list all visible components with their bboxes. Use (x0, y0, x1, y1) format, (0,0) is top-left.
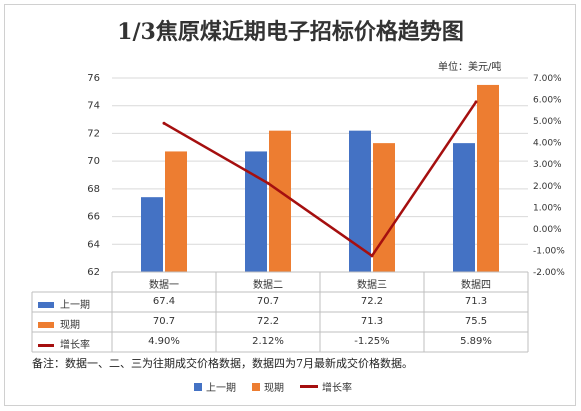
left-tick-label: 74 (87, 101, 100, 112)
unit-label: 单位：美元/吨 (438, 62, 502, 73)
table-series-label-current: 现期 (38, 316, 80, 331)
left-tick-label: 68 (87, 184, 100, 195)
right-tick-label: 0.00% (533, 225, 562, 235)
table-series-name: 增长率 (60, 340, 90, 351)
chart-title: 1/3焦原煤近期电子招标价格趋势图 (117, 19, 464, 45)
legend-label-growth: 增长率 (322, 383, 352, 394)
growth-rate-point (162, 121, 166, 125)
category-label: 数据二 (253, 280, 283, 291)
table-swatch-current (38, 322, 54, 328)
table-cell-previous: 72.2 (360, 296, 384, 307)
bar-current (165, 151, 187, 272)
table-series-label-growth: 增长率 (38, 336, 90, 351)
category-label: 数据一 (149, 280, 179, 291)
left-tick-label: 66 (87, 212, 100, 223)
table-cell-growth: 4.90% (148, 336, 180, 347)
table-cell-previous: 70.7 (256, 296, 280, 307)
right-tick-label: -1.00% (533, 246, 565, 256)
legend-item-previous: 上一期 (194, 379, 236, 394)
growth-rate-line (163, 101, 478, 258)
table-cell-growth: 2.12% (252, 336, 284, 347)
bar-previous (141, 197, 163, 272)
bars (141, 84, 499, 272)
right-tick-label: 6.00% (533, 96, 562, 106)
legend-swatch-growth (300, 385, 318, 388)
legend-swatch-current (252, 382, 260, 391)
table-swatch-previous (38, 302, 54, 308)
data-table-grid (31, 271, 529, 353)
table-series-name: 上一期 (60, 300, 90, 311)
legend-label-previous: 上一期 (206, 383, 236, 394)
right-tick-label: 3.00% (533, 160, 562, 170)
legend: 上一期 现期 增长率 (194, 379, 352, 394)
table-series-label-previous: 上一期 (38, 296, 90, 311)
table-cell-current: 70.7 (152, 316, 176, 327)
legend-item-growth: 增长率 (300, 379, 352, 394)
right-tick-label: -2.00% (533, 268, 565, 278)
bar-previous (453, 143, 475, 272)
table-swatch-growth (38, 343, 54, 347)
table-cell-current: 71.3 (360, 316, 384, 327)
left-axis: 62 64 66 68 70 72 74 76 (87, 73, 100, 278)
growth-rate-point (370, 254, 374, 258)
table-cell-growth: -1.25% (354, 336, 390, 347)
left-tick-label: 76 (87, 73, 100, 84)
right-axis: -2.00% -1.00% 0.00% 1.00% 2.00% 3.00% 4.00% 5.0… (533, 74, 565, 278)
bar-previous (349, 130, 371, 272)
bar-previous (245, 151, 267, 272)
legend-swatch-previous (194, 382, 202, 391)
table-cell-previous: 71.3 (464, 296, 488, 307)
right-tick-label: 7.00% (533, 74, 562, 84)
legend-label-current: 现期 (264, 383, 284, 394)
right-tick-label: 2.00% (533, 182, 562, 192)
table-cell-current: 72.2 (256, 316, 280, 327)
left-tick-label: 72 (87, 128, 100, 139)
right-tick-label: 1.00% (533, 203, 562, 213)
chart-note: 备注：数据一、二、三为往期成交价格数据，数据四为7月最新成交价格数据。 (32, 357, 413, 370)
table-series-name: 现期 (60, 320, 80, 331)
bar-current (373, 143, 395, 272)
chart-frame (4, 4, 576, 406)
left-tick-label: 62 (87, 267, 100, 278)
bar-current (477, 84, 499, 272)
left-tick-label: 70 (87, 156, 100, 167)
table-cell-current: 75.5 (464, 316, 488, 327)
right-tick-label: 4.00% (533, 139, 562, 149)
table-cell-previous: 67.4 (152, 296, 176, 307)
legend-item-current: 现期 (252, 379, 284, 394)
table-cell-growth: 5.89% (460, 336, 492, 347)
category-label: 数据四 (461, 280, 491, 291)
growth-rate-point (474, 100, 478, 104)
growth-line (162, 100, 478, 258)
left-tick-label: 64 (87, 239, 100, 250)
category-label: 数据三 (357, 280, 387, 291)
growth-rate-point (266, 181, 270, 185)
right-tick-label: 5.00% (533, 117, 562, 127)
bar-current (269, 130, 291, 272)
